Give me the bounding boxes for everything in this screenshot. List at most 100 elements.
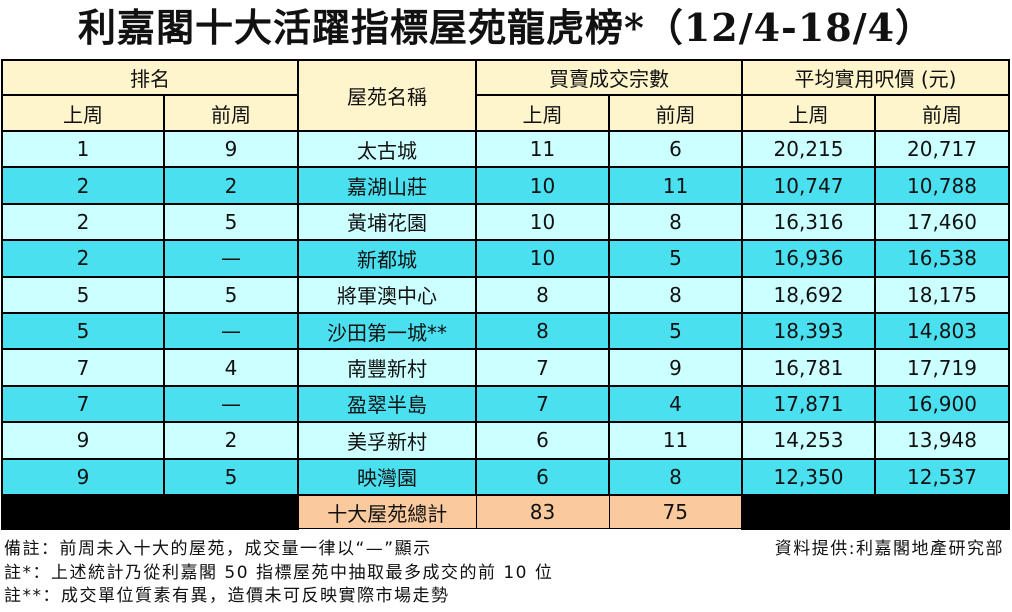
table-row: 2— 新都城 10 5 16,936 16,538: [1, 239, 1010, 278]
cell-estate: 沙田第一城**: [297, 311, 477, 351]
header-row-1: 排名 屋苑名稱 買賣成交宗數 平均實用呎價 (元): [1, 59, 1010, 132]
cell-tx-last: 8: [475, 275, 610, 314]
cell-tx-prev: 4: [608, 384, 743, 424]
cell-tx-prev: 5: [608, 239, 743, 278]
table-row: 5— 沙田第一城** 8 5 18,393 14,803: [1, 311, 1010, 351]
cell-price-prev: 10,788: [874, 166, 1010, 205]
cell-price-prev: 17,460: [874, 202, 1010, 242]
header-price: 平均實用呎價 (元): [741, 59, 1010, 96]
cell-rank-prev: 5: [163, 457, 299, 496]
cell-price-last: 18,692: [741, 275, 876, 314]
cell-rank-prev: 5: [163, 202, 299, 242]
cell-estate: 盈翠半島: [297, 384, 477, 424]
ranking-table: 排名 屋苑名稱 買賣成交宗數 平均實用呎價 (元) 上周 前周 上周 前周 上周…: [1, 59, 1010, 530]
table-row: 9 2 美孚新村 6 11 14,253 13,948: [1, 421, 1010, 460]
data-source: 資料提供:利嘉閣地產研究部: [774, 539, 1004, 559]
total-label: 十大屋苑總計: [297, 494, 477, 530]
table-row: 1 9 太古城 11 6 20,215 20,717: [1, 129, 1010, 169]
cell-rank-last: 1: [1, 129, 165, 169]
cell-tx-prev: 8: [608, 275, 743, 314]
total-blank-right: [741, 493, 1010, 530]
cell-tx-prev: 8: [608, 202, 743, 242]
header-rank: 排名: [1, 59, 299, 96]
note-double-star: 註**：成交單位質素有異，造價未可反映實際市場走勢: [4, 586, 450, 606]
cell-estate: 美孚新村: [297, 421, 477, 460]
cell-tx-prev: 6: [608, 129, 743, 169]
header-price-prev-week: 前周: [874, 94, 1010, 132]
cell-estate: 黃埔花園: [297, 202, 477, 242]
cell-price-prev: 14,803: [874, 311, 1010, 351]
cell-estate: 嘉湖山莊: [297, 166, 477, 205]
cell-rank-last: 2: [1, 239, 165, 278]
table-row: 9 5 映灣園 6 8 12,350 12,537: [1, 457, 1010, 496]
note-star: 註*：上述統計乃從利嘉閣 50 指標屋苑中抽取最多成交的前 10 位: [4, 562, 554, 583]
header-transactions: 買賣成交宗數: [475, 59, 743, 96]
cell-estate: 新都城: [297, 239, 477, 278]
cell-rank-prev: 2: [163, 166, 299, 205]
cell-tx-last: 7: [475, 348, 610, 387]
cell-price-last: 20,215: [741, 129, 876, 169]
note-remark: 備註：前周未入十大的屋苑，成交量一律以“—”顯示: [4, 539, 432, 559]
cell-price-last: 14,253: [741, 421, 876, 460]
cell-price-prev: 16,900: [874, 384, 1010, 424]
cell-tx-last: 6: [475, 421, 610, 460]
cell-rank-last: 7: [1, 384, 165, 424]
page-title: 利嘉閣十大活躍指標屋苑龍虎榜*（12/4-18/4）: [77, 5, 935, 50]
cell-tx-prev: 11: [608, 166, 743, 205]
cell-rank-prev: 2: [163, 421, 299, 460]
cell-rank-last: 5: [1, 275, 165, 314]
cell-tx-last: 6: [475, 457, 610, 496]
cell-tx-last: 10: [475, 166, 610, 205]
cell-price-prev: 16,538: [874, 239, 1010, 278]
header-tx-prev-week: 前周: [608, 94, 743, 132]
cell-tx-prev: 11: [608, 421, 743, 460]
cell-rank-prev: —: [163, 384, 299, 424]
cell-rank-prev: —: [163, 239, 299, 278]
cell-estate: 南豐新村: [297, 348, 477, 387]
cell-price-last: 12,350: [741, 457, 876, 496]
cell-price-last: 17,871: [741, 384, 876, 424]
total-tx-last: 83: [475, 494, 610, 530]
cell-rank-prev: —: [163, 311, 299, 351]
total-blank: [1, 493, 299, 530]
cell-tx-last: 11: [475, 129, 610, 169]
cell-tx-last: 8: [475, 311, 610, 351]
cell-rank-prev: 4: [163, 348, 299, 387]
cell-tx-last: 10: [475, 202, 610, 242]
cell-price-prev: 17,719: [874, 348, 1010, 387]
header-row-2: 上周 前周 上周 前周 上周 前周: [1, 94, 1010, 132]
cell-price-prev: 12,537: [874, 457, 1010, 496]
cell-price-last: 16,936: [741, 239, 876, 278]
notes: 備註：前周未入十大的屋苑，成交量一律以“—”顯示 註*：上述統計乃從利嘉閣 50…: [4, 538, 553, 609]
cell-rank-last: 2: [1, 166, 165, 205]
cell-price-last: 16,316: [741, 202, 876, 242]
table-row: 7— 盈翠半島 7 4 17,871 16,900: [1, 384, 1010, 424]
cell-price-prev: 20,717: [874, 129, 1010, 169]
cell-tx-prev: 5: [608, 311, 743, 351]
cell-rank-last: 9: [1, 457, 165, 496]
header-price-last-week: 上周: [741, 94, 876, 132]
cell-price-last: 10,747: [741, 166, 876, 205]
cell-tx-prev: 8: [608, 457, 743, 496]
cell-price-last: 18,393: [741, 311, 876, 351]
header-tx-last-week: 上周: [475, 94, 610, 132]
cell-price-last: 16,781: [741, 348, 876, 387]
cell-tx-last: 10: [475, 239, 610, 278]
cell-price-prev: 18,175: [874, 275, 1010, 314]
cell-estate: 太古城: [297, 129, 477, 169]
cell-rank-prev: 9: [163, 129, 299, 169]
header-rank-prev-week: 前周: [163, 94, 299, 132]
cell-tx-prev: 9: [608, 348, 743, 387]
cell-rank-prev: 5: [163, 275, 299, 314]
table-row: 7 4 南豐新村 7 9 16,781 17,719: [1, 348, 1010, 387]
header-estate: 屋苑名稱: [297, 59, 477, 132]
cell-rank-last: 7: [1, 348, 165, 387]
cell-tx-last: 7: [475, 384, 610, 424]
total-tx-prev: 75: [608, 494, 743, 530]
cell-price-prev: 13,948: [874, 421, 1010, 460]
cell-estate: 將軍澳中心: [297, 275, 477, 314]
cell-estate: 映灣園: [297, 457, 477, 496]
total-row: 十大屋苑總計 83 75: [1, 493, 1010, 530]
table-row: 2 2 嘉湖山莊 10 11 10,747 10,788: [1, 166, 1010, 205]
header-rank-last-week: 上周: [1, 94, 165, 132]
